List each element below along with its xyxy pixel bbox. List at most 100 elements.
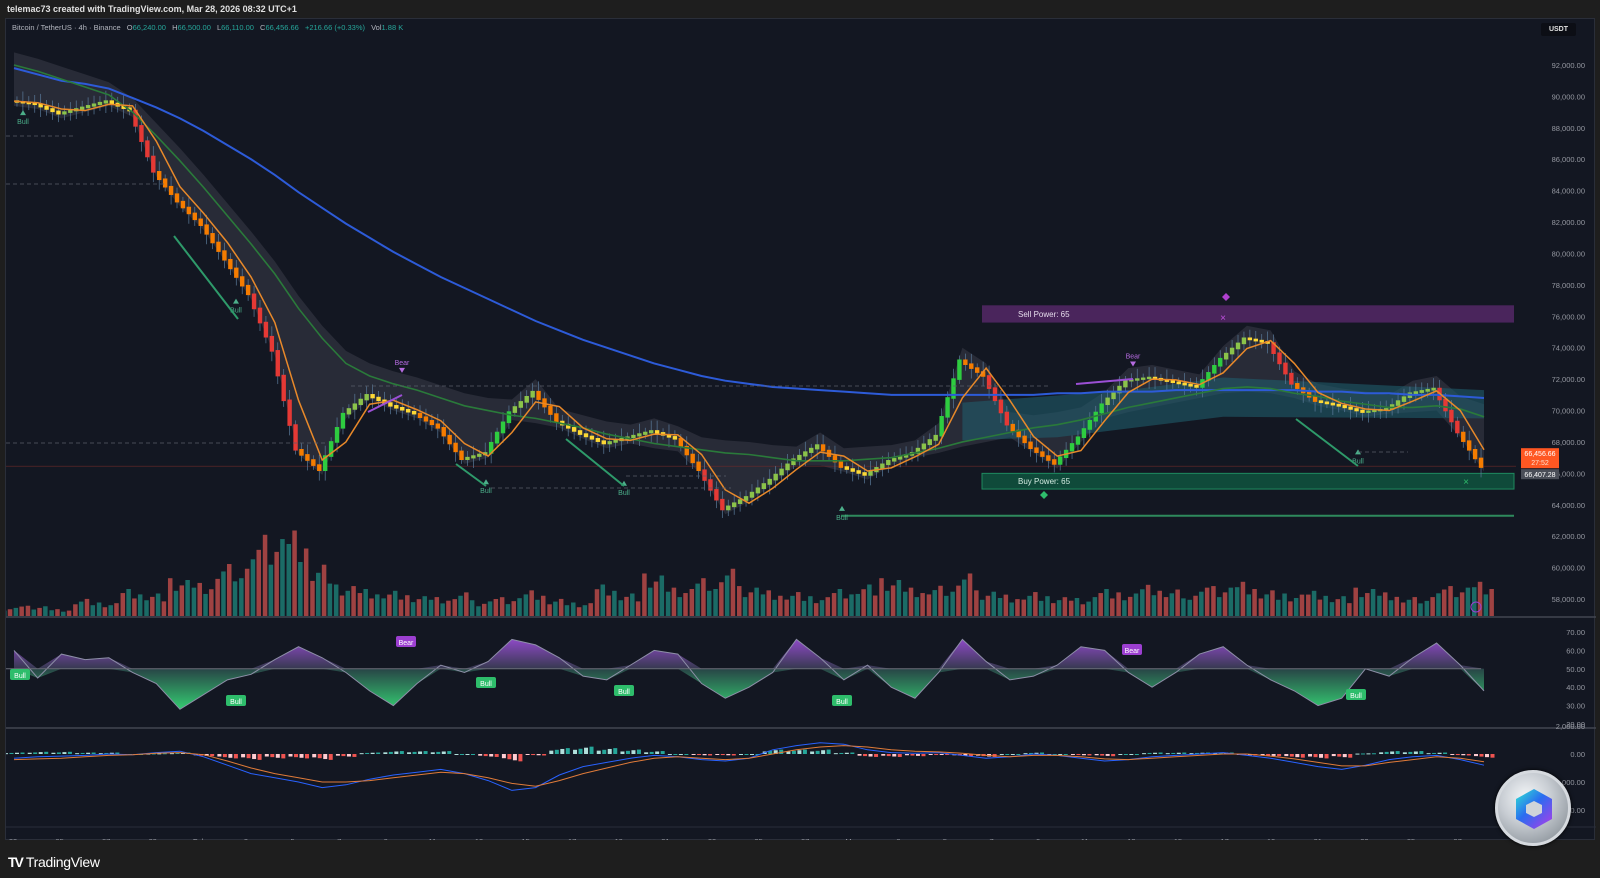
candle-body: [168, 185, 174, 195]
candle-body: [850, 468, 855, 472]
macd-histogram-bar: [1147, 752, 1152, 754]
macd-histogram-bar: [810, 751, 815, 754]
macd-histogram-bar: [928, 754, 933, 755]
volume-bar: [742, 597, 748, 616]
macd-histogram-bar: [109, 752, 114, 754]
volume-value: 1.88 K: [381, 23, 404, 32]
volume-bar: [920, 593, 925, 616]
candle-body: [844, 466, 850, 470]
macd-histogram-bar: [755, 754, 760, 755]
macd-histogram-bar: [1443, 752, 1448, 754]
candle-body: [1318, 400, 1324, 404]
candle-body: [1046, 455, 1051, 461]
macd-histogram-bar: [1111, 754, 1116, 757]
volume-bar: [772, 599, 777, 616]
volume-bar: [1122, 600, 1127, 616]
volume-bar: [469, 600, 475, 616]
macd-histogram-bar: [436, 751, 441, 754]
candle-body: [1247, 337, 1253, 341]
macd-histogram-bar: [715, 754, 720, 755]
volume-bar: [191, 587, 197, 616]
volume-bar: [872, 595, 878, 616]
candle-body: [293, 424, 298, 451]
volume-bar: [126, 589, 131, 616]
alert-lightning-icon[interactable]: [1470, 601, 1482, 613]
candle-body: [886, 460, 891, 466]
macd-histogram-bar: [104, 752, 109, 754]
rsi-oversold-fill: [14, 668, 1484, 710]
tradingview-brand[interactable]: TV TradingView: [8, 854, 100, 870]
price-tick: 66,000.00: [1552, 469, 1585, 478]
volume-bar: [689, 589, 695, 616]
coin-logo-icon: [1495, 770, 1571, 846]
ema-50-line: [13, 64, 1485, 462]
macd-histogram-bar: [86, 752, 91, 754]
rsi-line: [13, 638, 1485, 710]
candle-body: [97, 101, 103, 106]
candle-body: [512, 406, 518, 413]
volume-bar: [624, 596, 629, 616]
candle-body: [832, 455, 838, 463]
macd-histogram-bar: [531, 754, 536, 756]
macd-histogram-bar: [786, 751, 791, 754]
time-tick: 7: [990, 837, 994, 841]
teal-cloud: [962, 377, 1484, 441]
macd-histogram-bar: [1379, 752, 1384, 754]
candle-body: [980, 371, 986, 377]
volume-bar: [43, 606, 48, 616]
macd-histogram-bar: [1432, 752, 1437, 754]
time-tick: 17: [1220, 837, 1228, 841]
sell-power-zone[interactable]: [982, 305, 1514, 323]
macd-histogram-bar: [1134, 754, 1139, 755]
volume-bar: [1027, 595, 1032, 616]
macd-histogram-bar: [839, 752, 844, 754]
bear-divergence-line: [367, 394, 403, 413]
macd-histogram-bar: [596, 750, 601, 754]
volume-bar: [262, 534, 268, 616]
time-tick: 15: [521, 837, 529, 841]
macd-histogram-bar: [892, 754, 897, 757]
macd-histogram-bar: [1300, 754, 1305, 758]
volume-bar: [499, 597, 505, 616]
candle-body: [417, 412, 423, 418]
candle-body: [1277, 352, 1282, 365]
candle-body: [1478, 457, 1484, 468]
bull-arrow-icon: [483, 479, 489, 485]
time-tick: 13: [1127, 837, 1135, 841]
volume-bar: [890, 585, 896, 616]
candle-body: [797, 454, 802, 461]
attribution-text: telemac73 created with TradingView.com, …: [7, 4, 297, 14]
volume-bar: [351, 586, 356, 616]
macd-histogram-bar: [328, 754, 333, 760]
macd-histogram-bar: [584, 747, 589, 754]
volume-bar: [665, 591, 671, 616]
volume-bar: [1228, 587, 1234, 616]
candle-body: [1235, 342, 1241, 350]
price-tick: 90,000.00: [1552, 92, 1585, 101]
currency-button[interactable]: USDT: [1540, 23, 1576, 36]
macd-histogram-bar: [1034, 752, 1039, 754]
macd-histogram-bar: [1260, 754, 1265, 756]
macd-histogram-bar: [697, 754, 702, 756]
macd-histogram-bar: [673, 754, 678, 755]
macd-histogram-bar: [565, 748, 570, 754]
candle-body: [394, 405, 399, 409]
macd-histogram-bar: [1052, 754, 1057, 755]
volume-bar: [695, 583, 700, 616]
volume-bar: [1051, 603, 1056, 616]
macd-histogram-bar: [857, 754, 862, 756]
candle-body: [915, 447, 921, 454]
candle-body: [720, 498, 725, 511]
symbol-title[interactable]: Bitcoin / TetherUS · 4h · Binance: [12, 23, 121, 32]
macd-histogram-bar: [549, 750, 554, 754]
candle-body: [26, 101, 32, 105]
volume-bar: [1341, 596, 1346, 616]
candle-body: [1069, 443, 1075, 452]
buy-power-zone[interactable]: [981, 472, 1515, 490]
chart-canvas[interactable]: 92,000.0090,000.0088,000.0086,000.0084,0…: [6, 19, 1596, 841]
chart-frame[interactable]: 92,000.00 90,000.00 88,000.00 86,000.00 84,0…: [5, 18, 1596, 841]
rsi-bull-tag: Bull: [14, 673, 26, 680]
price-tick: 62,000.00: [1552, 532, 1585, 541]
macd-histogram-bar: [1455, 754, 1460, 756]
macd-histogram-bar: [578, 748, 583, 754]
